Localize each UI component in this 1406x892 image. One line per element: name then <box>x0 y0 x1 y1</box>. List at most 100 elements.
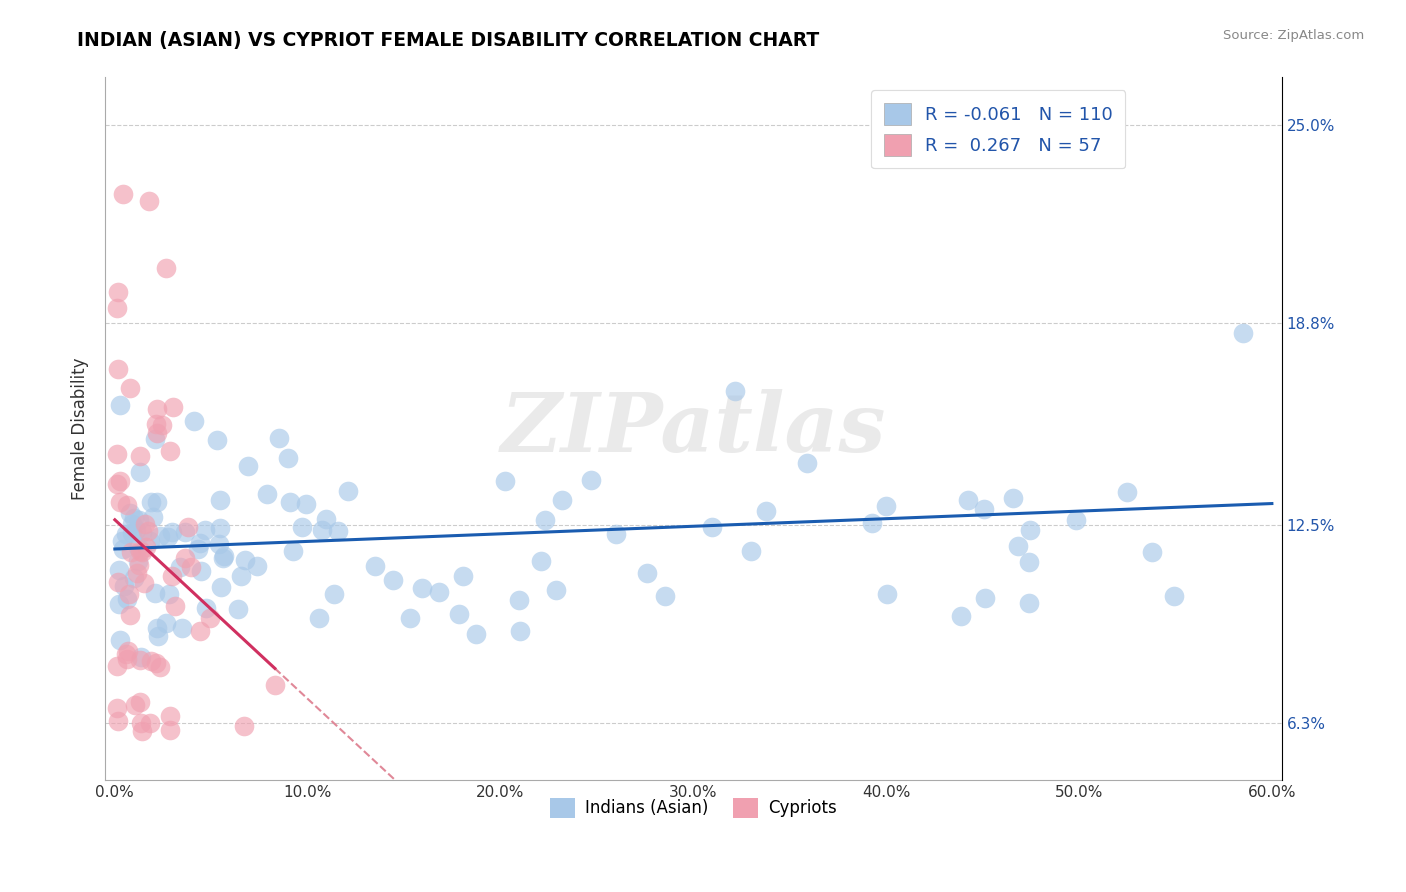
Point <box>447 607 470 622</box>
Point <box>156 530 179 544</box>
Point <box>115 592 138 607</box>
Text: INDIAN (ASIAN) VS CYPRIOT FEMALE DISABILITY CORRELATION CHART: INDIAN (ASIAN) VS CYPRIOT FEMALE DISABIL… <box>77 31 820 50</box>
Point <box>429 585 451 599</box>
Point <box>1232 326 1254 340</box>
Point <box>110 399 132 413</box>
Point <box>115 652 138 666</box>
Point <box>1115 484 1137 499</box>
Point <box>121 516 143 531</box>
Point <box>136 524 159 539</box>
Point <box>150 417 173 432</box>
Point <box>145 656 167 670</box>
Point <box>209 521 232 535</box>
Point <box>125 523 148 537</box>
Point <box>108 495 131 509</box>
Point <box>129 465 152 479</box>
Point <box>107 362 129 376</box>
Point <box>129 544 152 558</box>
Point <box>107 575 129 590</box>
Point <box>105 701 128 715</box>
Point <box>146 622 169 636</box>
Point <box>208 536 231 550</box>
Point <box>108 474 131 488</box>
Point <box>530 554 553 568</box>
Point <box>654 590 676 604</box>
Point <box>188 624 211 639</box>
Point <box>581 474 603 488</box>
Point <box>1018 555 1040 569</box>
Point <box>1001 491 1024 505</box>
Point <box>105 658 128 673</box>
Point <box>117 644 139 658</box>
Point <box>112 579 135 593</box>
Point <box>183 414 205 428</box>
Point <box>143 586 166 600</box>
Point <box>157 586 180 600</box>
Point <box>108 597 131 611</box>
Point <box>949 608 972 623</box>
Point <box>190 564 212 578</box>
Point <box>875 499 897 513</box>
Point <box>700 520 723 534</box>
Point <box>134 576 156 591</box>
Point <box>160 525 183 540</box>
Point <box>200 611 222 625</box>
Point <box>636 566 658 580</box>
Point <box>120 607 142 622</box>
Point <box>146 629 169 643</box>
Point <box>120 545 142 559</box>
Point <box>174 525 197 540</box>
Point <box>146 402 169 417</box>
Point <box>141 653 163 667</box>
Point <box>128 653 150 667</box>
Point <box>546 583 568 598</box>
Point <box>111 542 134 557</box>
Point <box>127 553 149 567</box>
Point <box>256 487 278 501</box>
Point <box>740 544 762 558</box>
Point <box>159 709 181 723</box>
Point <box>188 536 211 550</box>
Point <box>134 517 156 532</box>
Point <box>105 301 128 316</box>
Text: Source: ZipAtlas.com: Source: ZipAtlas.com <box>1223 29 1364 42</box>
Point <box>229 569 252 583</box>
Point <box>124 698 146 713</box>
Point <box>1018 596 1040 610</box>
Point <box>146 494 169 508</box>
Point <box>121 525 143 540</box>
Point <box>162 400 184 414</box>
Point <box>264 678 287 692</box>
Y-axis label: Female Disability: Female Disability <box>72 358 89 500</box>
Point <box>107 563 129 577</box>
Point <box>315 512 337 526</box>
Point <box>876 587 898 601</box>
Point <box>381 573 404 587</box>
Point <box>308 611 330 625</box>
Point <box>214 549 236 564</box>
Point <box>118 587 141 601</box>
Point <box>724 384 747 398</box>
Point <box>1007 539 1029 553</box>
Point <box>974 591 997 606</box>
Point <box>155 615 177 630</box>
Point <box>209 493 232 508</box>
Point <box>142 510 165 524</box>
Point <box>411 581 433 595</box>
Point <box>278 495 301 509</box>
Point <box>336 484 359 499</box>
Point <box>311 523 333 537</box>
Point <box>226 601 249 615</box>
Point <box>135 540 157 554</box>
Point <box>364 558 387 573</box>
Point <box>131 723 153 738</box>
Point <box>129 715 152 730</box>
Point <box>127 540 149 554</box>
Point <box>149 529 172 543</box>
Point <box>451 569 474 583</box>
Point <box>112 187 135 202</box>
Point <box>295 497 318 511</box>
Point <box>107 714 129 728</box>
Point <box>187 541 209 556</box>
Point <box>212 551 235 566</box>
